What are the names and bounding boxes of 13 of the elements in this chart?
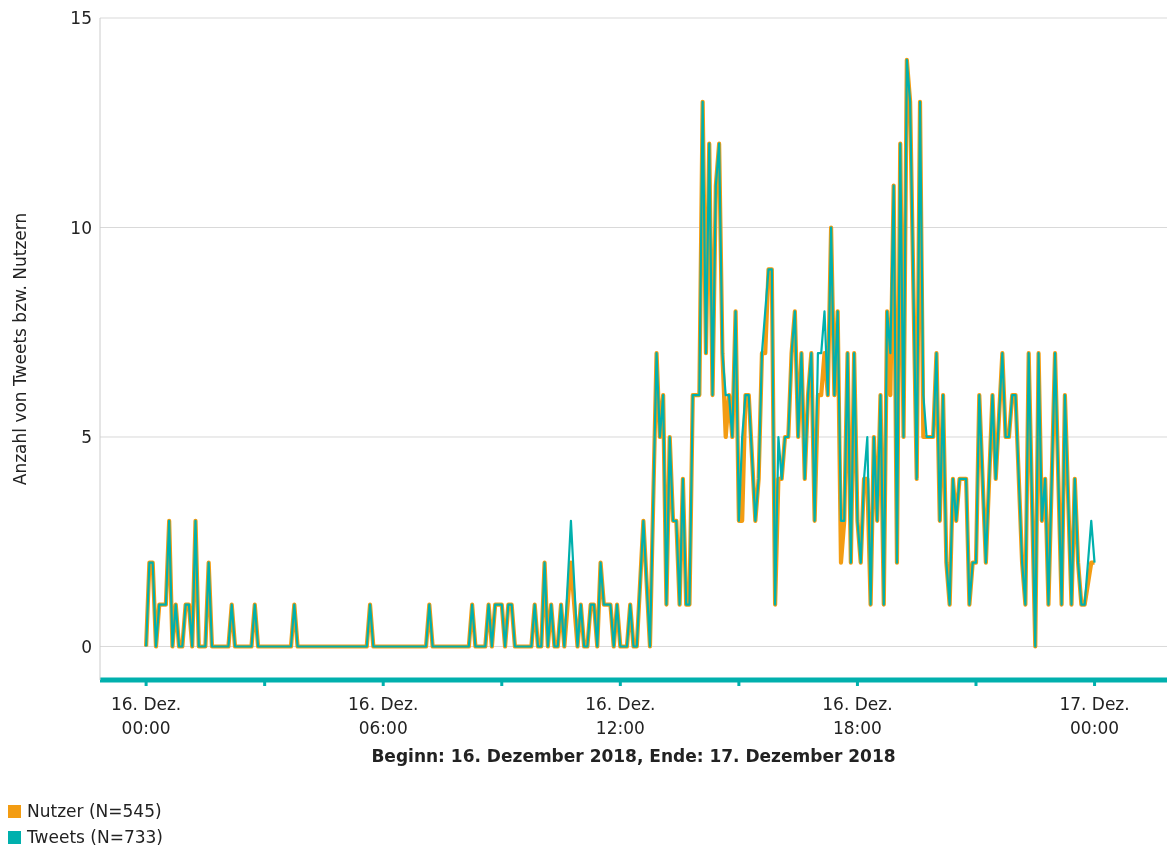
y-tick-label: 15 <box>70 8 92 29</box>
legend-label: Tweets (N=733) <box>27 827 163 847</box>
y-tick-label: 0 <box>81 636 92 657</box>
x-tick-label: 16. Dez. 12:00 <box>585 694 656 738</box>
legend-label: Nutzer (N=545) <box>27 801 162 821</box>
y-tick-label: 5 <box>81 427 92 448</box>
x-tick-label: 16. Dez. 18:00 <box>822 694 893 738</box>
x-tick-label: 16. Dez. 00:00 <box>110 694 182 738</box>
x-tick-label: 16. Dez. 06:00 <box>348 694 419 738</box>
y-tick-label: 10 <box>70 217 92 238</box>
y-axis-title: Anzahl von Tweets bzw. Nutzern <box>10 212 31 486</box>
x-axis-title: Beginn: 16. Dezember 2018, Ende: 17. Dezember 2018 <box>371 746 896 766</box>
x-tick-label: 17. Dez. 00:00 <box>1059 694 1130 738</box>
